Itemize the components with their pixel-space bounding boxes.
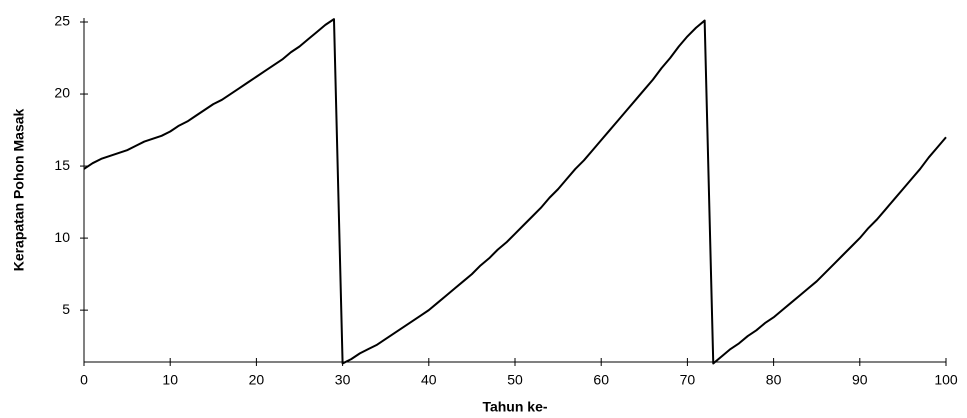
x-axis-title: Tahun ke- (482, 399, 547, 415)
x-tick-label: 80 (766, 372, 782, 388)
y-tick-label: 20 (54, 85, 70, 101)
y-tick-label: 15 (54, 157, 70, 173)
y-tick-label: 5 (62, 301, 70, 317)
line-series (83, 18, 947, 365)
x-tick-label: 60 (593, 372, 609, 388)
y-tick-label: 10 (54, 229, 70, 245)
x-tick-label: 20 (249, 372, 265, 388)
x-tick-label: 100 (934, 372, 958, 388)
y-axis-title: Kerapatan Pohon Masak (11, 108, 27, 271)
x-tick-label: 90 (852, 372, 868, 388)
x-tick-label: 30 (335, 372, 351, 388)
x-tick-label: 70 (680, 372, 696, 388)
x-tick-label: 0 (80, 372, 88, 388)
x-tick-label: 50 (507, 372, 523, 388)
y-tick-label: 25 (54, 13, 70, 29)
x-tick-label: 40 (421, 372, 437, 388)
x-tick-label: 10 (162, 372, 178, 388)
